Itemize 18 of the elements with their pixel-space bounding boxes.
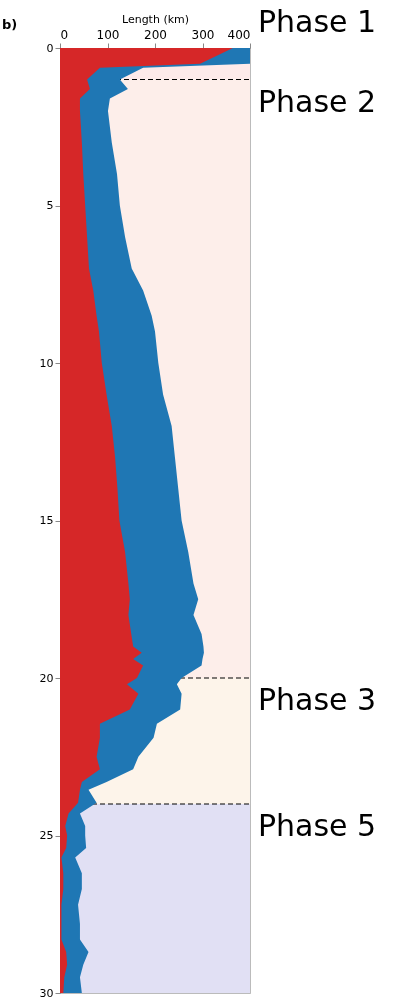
band-label: Phase 2	[258, 83, 377, 119]
band-label: Phase 5	[258, 808, 377, 843]
y-tick-label: 10	[39, 356, 54, 370]
y-tick-label: 5	[46, 199, 54, 212]
x-tick-label: 300	[191, 27, 215, 42]
band-label: Phase 1	[258, 4, 377, 39]
y-tick-label: 15	[39, 514, 54, 527]
x-tick-label: 200	[144, 27, 167, 42]
y-tick-label: 30	[39, 986, 54, 1000]
band-label: Phase 3	[258, 682, 377, 717]
y-tick-label: 25	[39, 829, 54, 842]
x-axis-title: Length (km)	[121, 12, 190, 26]
x-tick-label: 0	[60, 27, 69, 42]
chart-title: b)	[2, 17, 18, 32]
x-tick-label: 100	[96, 27, 120, 42]
y-tick-label: 20	[39, 671, 54, 685]
x-tick-label: 400	[227, 27, 251, 42]
y-tick-label: 0	[46, 41, 54, 55]
